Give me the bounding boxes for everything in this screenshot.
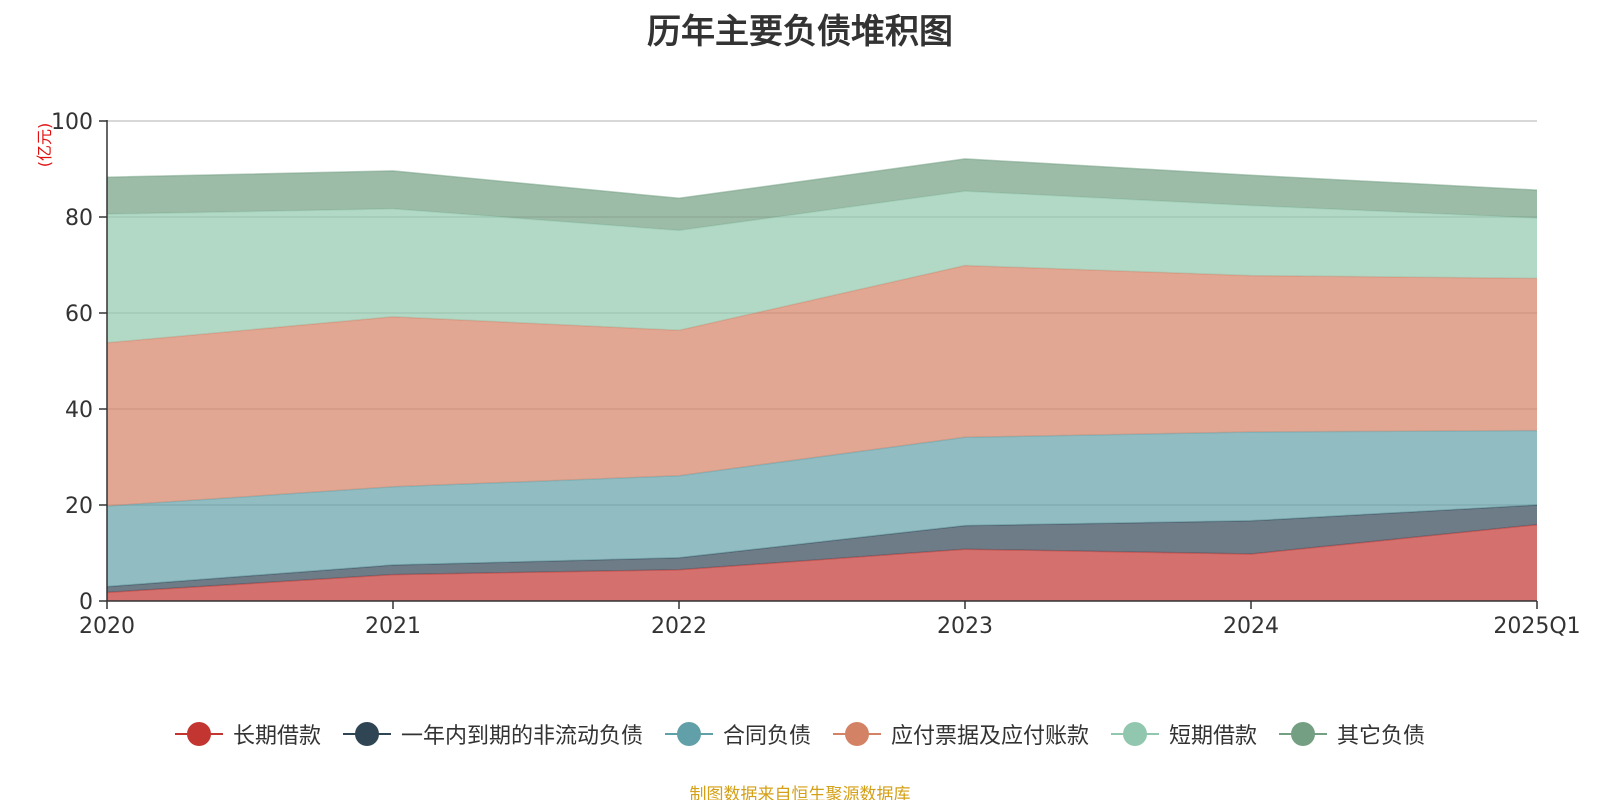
legend-item-0[interactable]: 长期借款 <box>174 718 321 750</box>
area-layer <box>106 158 1538 601</box>
legend-marker-icon <box>1111 722 1160 746</box>
chart-title: 历年主要负债堆积图 <box>647 12 953 52</box>
x-tick-label-2020: 2020 <box>79 614 135 639</box>
legend-item-4[interactable]: 短期借款 <box>1111 718 1257 750</box>
area-series-edge-5 <box>106 158 1538 200</box>
axis-layer: 0 20 40 60 80 100 2020 2021 2022 2023 2024 2025Q1 <box>51 110 1581 639</box>
legend-marker-icon <box>833 722 881 746</box>
y-tick-label-80: 80 <box>65 206 93 231</box>
x-tick-label-2021: 2021 <box>365 614 421 639</box>
legend-marker-icon <box>342 722 391 746</box>
y-tick-label-20: 20 <box>65 494 93 519</box>
x-tick-label-2024: 2024 <box>1223 614 1279 639</box>
y-tick-label-100: 100 <box>51 110 93 135</box>
legend-label: 其它负债 <box>1337 724 1426 749</box>
legend-item-5[interactable]: 其它负债 <box>1279 718 1425 750</box>
legend-label: 长期借款 <box>232 724 321 749</box>
x-tick-label-2023: 2023 <box>937 614 993 639</box>
x-tick-label-2025Q1: 2025Q1 <box>1493 614 1580 639</box>
legend-label: 短期借款 <box>1169 724 1258 749</box>
legend-marker-icon <box>174 722 223 746</box>
y-axis-unit-label: (亿元) <box>35 123 54 168</box>
legend-marker-icon <box>664 722 713 746</box>
area-series-3[interactable] <box>107 265 1537 507</box>
x-tick-label-2022: 2022 <box>651 614 707 639</box>
legend: 长期借款 一年内到期的非流动负债 合同负债 应付票据及应付账款 短期借款 其它负债 <box>0 718 1600 750</box>
source-note: 制图数据来自恒生聚源数据库 <box>689 785 911 800</box>
y-tick-label-60: 60 <box>65 302 93 327</box>
y-tick-label-0: 0 <box>79 590 93 615</box>
legend-label: 应付票据及应付账款 <box>891 724 1090 749</box>
area-series-4[interactable] <box>107 191 1537 343</box>
legend-item-3[interactable]: 应付票据及应付账款 <box>833 718 1089 750</box>
area-series-2[interactable] <box>107 430 1537 587</box>
area-series-5[interactable] <box>107 158 1537 231</box>
area-series-1[interactable] <box>107 505 1537 593</box>
legend-label: 一年内到期的非流动负债 <box>400 724 643 749</box>
legend-label: 合同负债 <box>722 724 811 749</box>
area-series-0[interactable] <box>107 524 1537 601</box>
legend-item-2[interactable]: 合同负债 <box>664 718 811 750</box>
legend-item-1[interactable]: 一年内到期的非流动负债 <box>342 718 643 750</box>
y-tick-label-40: 40 <box>65 398 93 423</box>
legend-marker-icon <box>1279 722 1328 746</box>
